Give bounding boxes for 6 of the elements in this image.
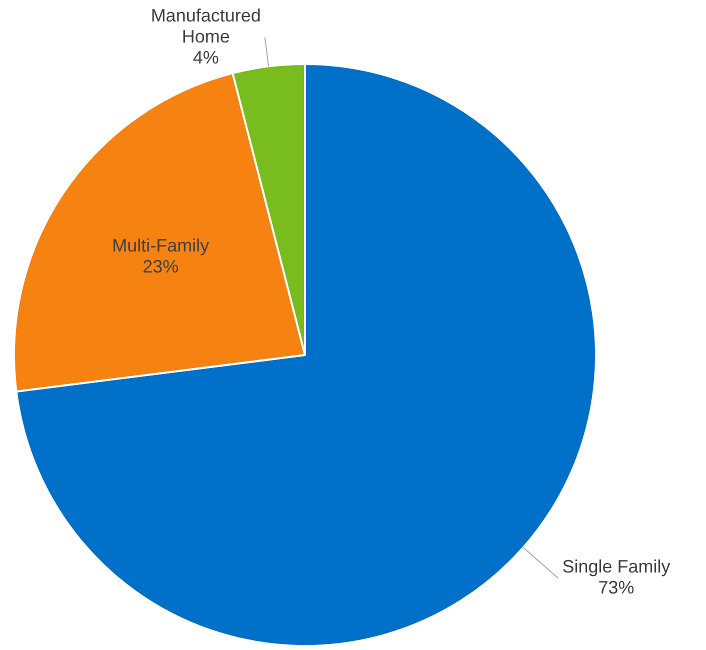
data-label: 73%: [598, 578, 634, 598]
data-label: 4%: [192, 47, 219, 68]
slice-label: Single Family: [562, 556, 670, 577]
slice-label: Multi-Family: [112, 235, 210, 256]
slice-label: Manufactured Home: [150, 5, 261, 46]
data-label: 23%: [142, 256, 179, 276]
